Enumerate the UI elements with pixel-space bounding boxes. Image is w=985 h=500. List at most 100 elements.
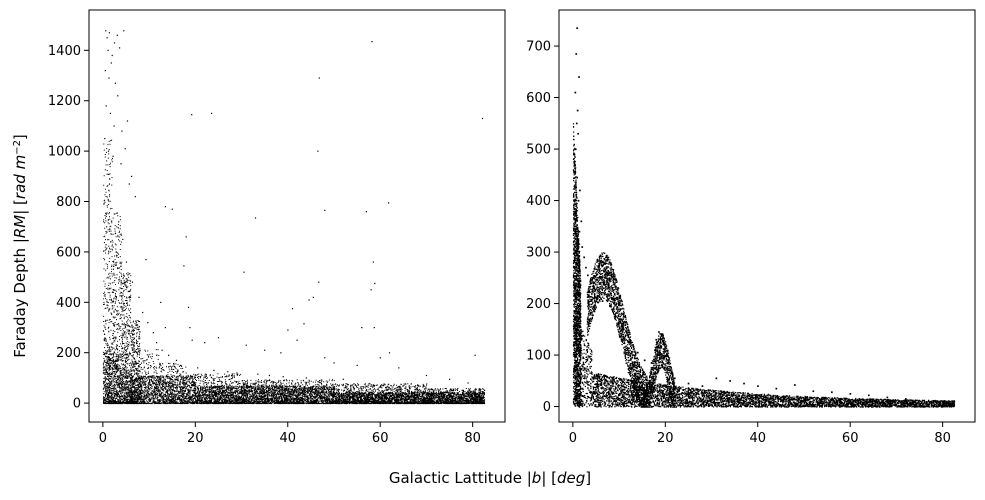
right-point [593, 287, 596, 290]
left-point [217, 337, 220, 339]
left-point [160, 301, 162, 303]
right-point [576, 109, 579, 112]
left-point [112, 155, 114, 157]
right-point [574, 163, 576, 166]
right-point [923, 399, 926, 402]
left-point [113, 125, 115, 127]
left-ytick-label: 0 [73, 397, 81, 412]
left-point [156, 342, 158, 344]
left-point-cloud [102, 139, 486, 405]
left-point [296, 339, 298, 341]
right-point [794, 384, 796, 386]
right-point [636, 351, 639, 354]
left-point [425, 374, 428, 377]
right-point [613, 315, 616, 318]
left-point [125, 261, 128, 263]
left-point [123, 30, 125, 32]
left-ytick-label: 1000 [48, 145, 81, 160]
left-ytick-label: 1200 [48, 94, 81, 109]
left-point [185, 236, 187, 238]
right-xtick-label: 40 [749, 431, 766, 446]
right-point [660, 333, 663, 336]
left-point [106, 226, 108, 228]
right-plot-frame [558, 9, 976, 423]
left-point [254, 217, 257, 219]
right-point [581, 246, 584, 248]
left-point [104, 138, 106, 140]
left-point [145, 259, 147, 261]
left-point [481, 117, 484, 120]
left-point [168, 354, 170, 356]
left-point [110, 62, 112, 64]
left-point [191, 114, 193, 116]
right-xtick-label: 20 [657, 431, 674, 446]
left-point [449, 378, 451, 380]
left-point [191, 339, 193, 341]
left-point [388, 352, 391, 354]
left-point [134, 196, 136, 198]
left-point [131, 281, 134, 283]
left-point [371, 41, 373, 43]
left-point [318, 281, 320, 283]
right-point [577, 199, 580, 202]
left-point [171, 208, 173, 210]
left-point [107, 150, 110, 152]
left-point [105, 105, 107, 107]
right-point [578, 76, 580, 78]
right-point [583, 256, 585, 259]
left-point [180, 364, 182, 366]
right-point [775, 387, 778, 390]
left-point [227, 371, 229, 373]
right-ytick-label: 200 [526, 297, 551, 312]
right-ytick-label: 300 [526, 246, 551, 261]
right-point [701, 385, 704, 387]
left-point [126, 120, 129, 122]
right-point [687, 382, 690, 385]
right-point [587, 274, 589, 277]
left-scatter-points [104, 30, 484, 384]
left-point [120, 163, 122, 165]
right-point [627, 336, 630, 338]
right-point [578, 230, 581, 233]
left-point [189, 327, 191, 329]
left-dense-points [102, 139, 486, 405]
right-point [618, 320, 621, 323]
left-xtick-label: 40 [279, 431, 296, 446]
right-point [650, 362, 653, 364]
left-point [122, 238, 124, 240]
right-point [886, 396, 889, 399]
left-ytick-label: 200 [56, 346, 81, 361]
left-point [175, 359, 178, 361]
left-point [361, 327, 363, 329]
left-point [365, 211, 367, 213]
left-point [467, 382, 469, 384]
left-point [164, 206, 166, 208]
left-point [374, 282, 376, 285]
right-point [849, 393, 852, 395]
left-point [104, 70, 106, 72]
left-point [114, 82, 116, 84]
left-point [107, 49, 109, 51]
left-point [113, 42, 116, 44]
right-point [605, 271, 608, 274]
left-point [119, 47, 121, 49]
right-point [655, 338, 658, 341]
right-dense-points [572, 123, 956, 408]
left-point [109, 112, 111, 114]
right-point [602, 282, 605, 284]
right-point [580, 220, 583, 223]
left-point [268, 374, 270, 377]
left-point [398, 367, 400, 369]
left-ytick-label: 1400 [48, 44, 81, 59]
right-point [574, 148, 577, 151]
left-point [111, 54, 113, 57]
left-point [147, 322, 149, 324]
right-point [604, 277, 607, 279]
right-ytick-label: 700 [526, 40, 551, 55]
left-point [152, 332, 154, 334]
right-point [666, 354, 669, 357]
right-ytick-label: 0 [543, 400, 551, 415]
right-point [757, 385, 759, 387]
